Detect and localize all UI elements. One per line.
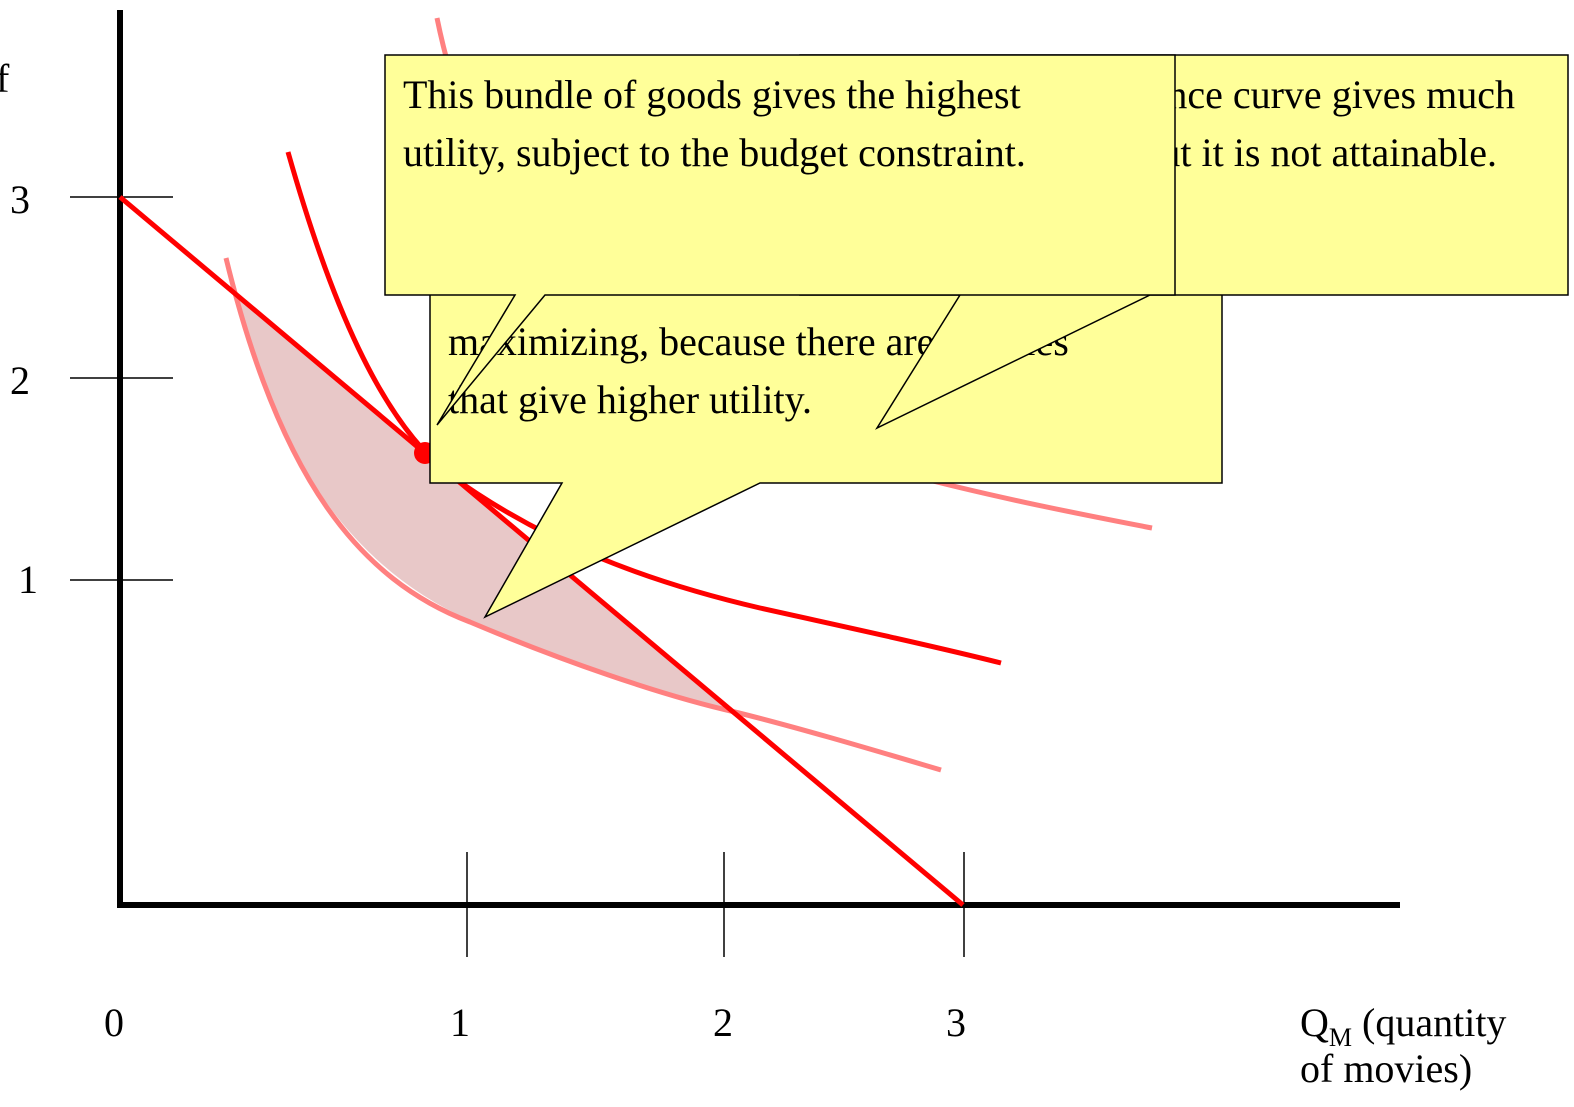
x-tick-label: 1: [450, 1000, 470, 1045]
x-tick-label: 2: [713, 1000, 733, 1045]
y-tick-label: 1: [18, 557, 38, 602]
y-tick-label: 2: [10, 358, 30, 403]
callout-text: utility, subject to the budget constrain…: [403, 130, 1026, 175]
x-tick-label: 3: [946, 1000, 966, 1045]
low-indifference-curve: [223, 257, 942, 773]
callout-text: that give higher utility.: [448, 377, 812, 422]
callout-text: This bundle of goods gives the highest: [403, 72, 1021, 117]
x-label: of movies): [1300, 1046, 1472, 1091]
y-label: f: [0, 56, 10, 101]
y-tick-label: 3: [10, 177, 30, 222]
callout: This bundle of goods gives the highest u…: [384, 54, 1176, 426]
x-tick-label: 0: [104, 1000, 124, 1045]
x-label: QM (quantity: [1300, 1000, 1506, 1052]
